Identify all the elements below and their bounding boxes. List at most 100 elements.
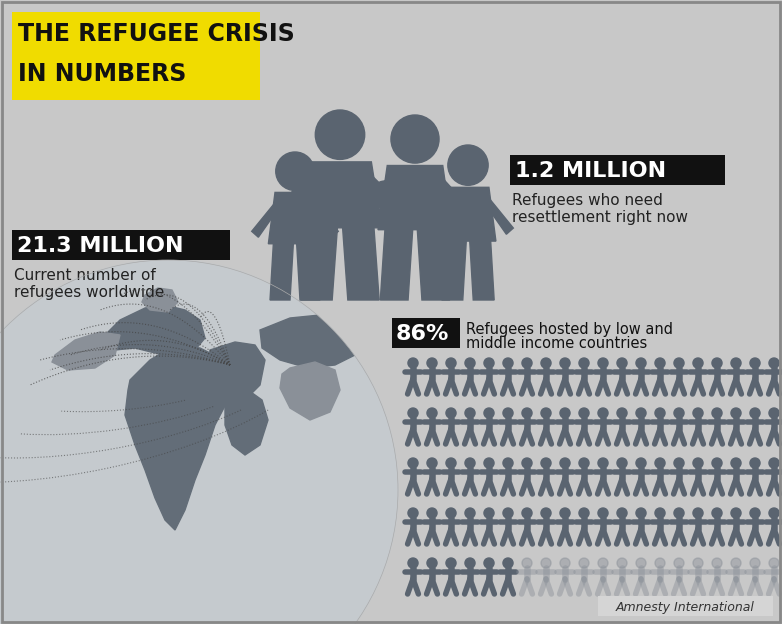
Circle shape (503, 458, 513, 468)
Polygon shape (208, 342, 265, 400)
Text: Current number of: Current number of (14, 268, 156, 283)
Circle shape (560, 558, 570, 568)
Circle shape (541, 458, 551, 468)
Circle shape (769, 558, 779, 568)
Circle shape (750, 508, 760, 518)
Polygon shape (268, 192, 321, 244)
Circle shape (579, 558, 589, 568)
Circle shape (522, 408, 532, 418)
Circle shape (674, 508, 684, 518)
Circle shape (750, 558, 760, 568)
Polygon shape (225, 388, 268, 455)
Circle shape (750, 408, 760, 418)
Polygon shape (280, 362, 340, 420)
Circle shape (769, 358, 779, 368)
Circle shape (522, 508, 532, 518)
Polygon shape (442, 241, 466, 300)
Circle shape (598, 558, 608, 568)
Circle shape (560, 458, 570, 468)
Circle shape (636, 408, 646, 418)
Circle shape (427, 358, 437, 368)
Circle shape (427, 558, 437, 568)
Circle shape (465, 358, 475, 368)
Circle shape (484, 508, 494, 518)
Circle shape (579, 358, 589, 368)
Circle shape (579, 408, 589, 418)
Circle shape (712, 558, 722, 568)
Circle shape (617, 458, 627, 468)
Text: Amnesty International: Amnesty International (616, 600, 755, 613)
Circle shape (731, 458, 741, 468)
Polygon shape (296, 244, 320, 300)
Text: Refugees hosted by low and: Refugees hosted by low and (466, 322, 673, 337)
Polygon shape (298, 162, 382, 228)
Circle shape (636, 558, 646, 568)
Polygon shape (438, 178, 475, 222)
Circle shape (636, 508, 646, 518)
Text: 86%: 86% (396, 324, 450, 344)
Circle shape (617, 358, 627, 368)
Circle shape (712, 408, 722, 418)
Circle shape (503, 508, 513, 518)
Circle shape (446, 408, 456, 418)
Polygon shape (142, 288, 178, 312)
Circle shape (769, 408, 779, 418)
Circle shape (655, 508, 665, 518)
Circle shape (484, 558, 494, 568)
Circle shape (522, 558, 532, 568)
Polygon shape (343, 228, 379, 300)
Circle shape (408, 508, 418, 518)
Text: Refugees who need: Refugees who need (512, 193, 663, 208)
Circle shape (448, 145, 488, 185)
Circle shape (315, 110, 364, 159)
Circle shape (655, 458, 665, 468)
Circle shape (693, 358, 703, 368)
Circle shape (522, 458, 532, 468)
FancyBboxPatch shape (392, 318, 460, 348)
Text: 1.2 MILLION: 1.2 MILLION (515, 161, 666, 181)
Circle shape (598, 508, 608, 518)
Polygon shape (378, 165, 452, 230)
Circle shape (503, 558, 513, 568)
Circle shape (371, 181, 399, 209)
Circle shape (731, 558, 741, 568)
Polygon shape (260, 315, 360, 368)
Polygon shape (270, 244, 293, 300)
Text: IN NUMBERS: IN NUMBERS (18, 62, 186, 86)
Circle shape (617, 508, 627, 518)
Circle shape (617, 558, 627, 568)
Circle shape (503, 358, 513, 368)
Circle shape (446, 458, 456, 468)
Circle shape (655, 358, 665, 368)
Circle shape (617, 408, 627, 418)
Circle shape (769, 458, 779, 468)
Circle shape (636, 358, 646, 368)
Circle shape (674, 458, 684, 468)
Circle shape (408, 458, 418, 468)
Circle shape (655, 408, 665, 418)
Circle shape (731, 508, 741, 518)
Circle shape (408, 408, 418, 418)
Text: middle income countries: middle income countries (466, 336, 647, 351)
Text: 21.3 MILLION: 21.3 MILLION (17, 236, 184, 256)
Circle shape (693, 458, 703, 468)
Circle shape (446, 558, 456, 568)
Polygon shape (301, 228, 337, 300)
Polygon shape (486, 198, 513, 234)
Circle shape (579, 508, 589, 518)
Circle shape (465, 458, 475, 468)
Circle shape (693, 408, 703, 418)
Circle shape (712, 508, 722, 518)
Circle shape (503, 408, 513, 418)
Polygon shape (100, 305, 205, 355)
Circle shape (465, 558, 475, 568)
Circle shape (465, 408, 475, 418)
Circle shape (636, 458, 646, 468)
Circle shape (560, 358, 570, 368)
Polygon shape (422, 198, 450, 234)
Circle shape (484, 358, 494, 368)
Polygon shape (355, 178, 392, 222)
Circle shape (484, 458, 494, 468)
Circle shape (465, 508, 475, 518)
Circle shape (598, 358, 608, 368)
